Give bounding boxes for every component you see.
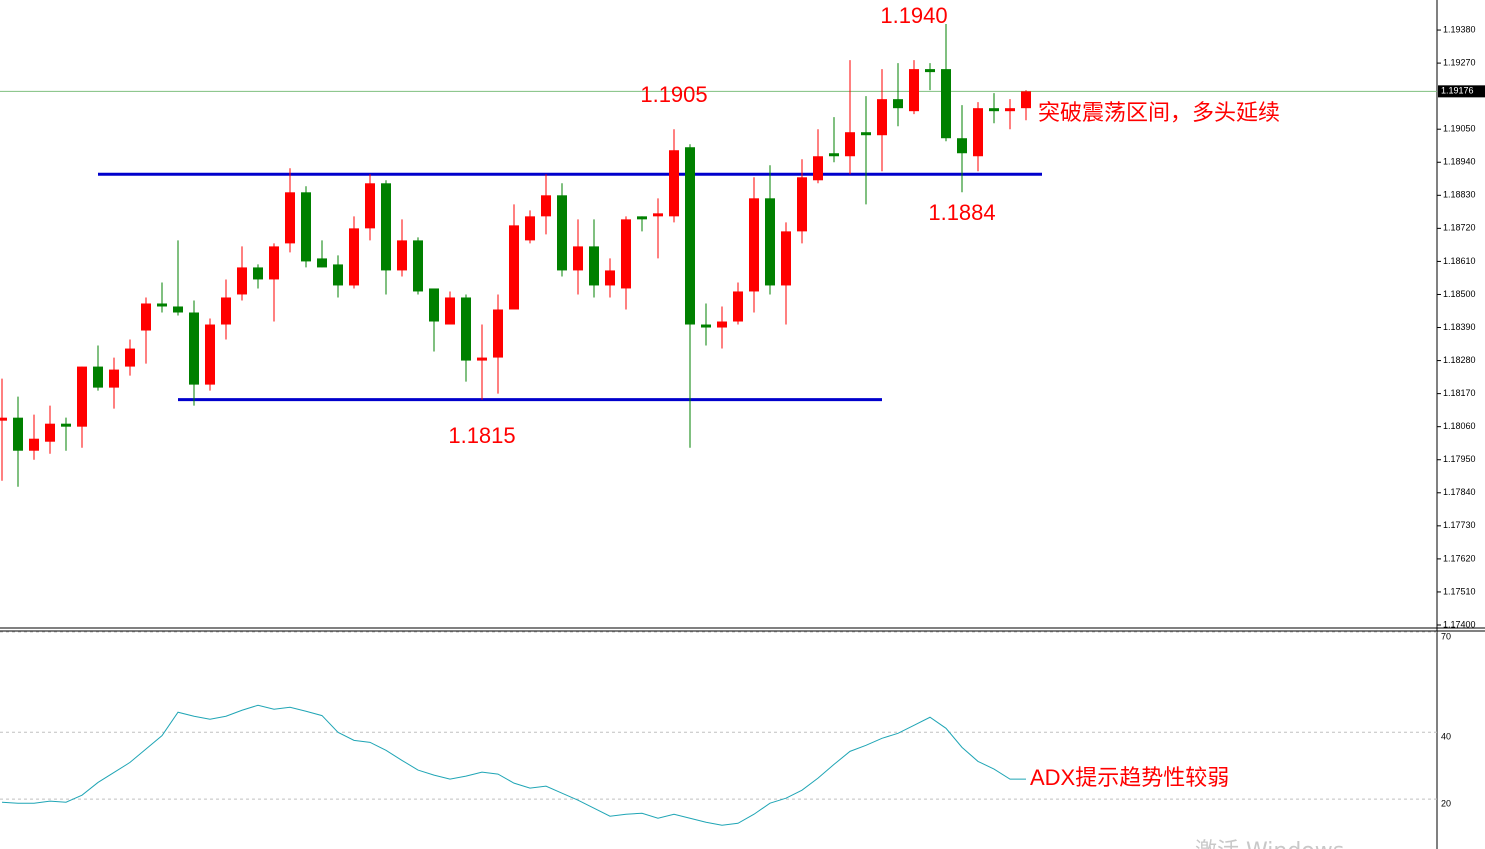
candle-body	[205, 324, 215, 385]
annotation: 1.1940	[880, 3, 947, 28]
candle-body	[269, 246, 279, 280]
candle-body	[685, 147, 695, 325]
candle-body	[381, 183, 391, 271]
candle-body	[93, 366, 103, 388]
candle-body	[781, 231, 791, 286]
candle-body	[77, 366, 87, 427]
candle-body	[717, 321, 727, 328]
last-price-box	[1438, 85, 1485, 98]
y-tick-label: 1.17510	[1443, 586, 1476, 596]
candle-body	[301, 192, 311, 262]
candle-body	[173, 306, 183, 313]
candle-body	[941, 69, 951, 139]
y-tick-label: 1.18060	[1443, 421, 1476, 431]
candle-body	[797, 177, 807, 232]
candle-body	[349, 228, 359, 286]
annotation: 突破震荡区间，多头延续	[1038, 100, 1280, 125]
candle-body	[141, 303, 151, 331]
y-tick-label: 1.18940	[1443, 157, 1476, 167]
candle-body	[189, 312, 199, 385]
candle-body	[1021, 91, 1031, 109]
candle-body	[365, 183, 375, 229]
annotation: ADX提示趋势性较弱	[1030, 765, 1229, 790]
y-tick-label: 1.18830	[1443, 190, 1476, 200]
candle-body	[525, 216, 535, 241]
y-tick-label: 1.19270	[1443, 57, 1476, 67]
y-tick-label: 1.19380	[1443, 24, 1476, 34]
y-tick-label: 1.18610	[1443, 256, 1476, 266]
last-price-label: 1.19176	[1441, 86, 1474, 96]
candle-body	[461, 297, 471, 361]
candle-body	[285, 192, 295, 244]
candle-body	[413, 240, 423, 292]
candle-body	[109, 369, 119, 388]
candle-body	[45, 423, 55, 442]
annotation: 1.1815	[448, 423, 515, 448]
candle-body	[509, 225, 519, 310]
candle-body	[909, 69, 919, 112]
candle-body	[893, 99, 903, 109]
candle-body	[397, 240, 407, 271]
y-tick-label: 1.18170	[1443, 388, 1476, 398]
candle-body	[589, 246, 599, 286]
y-tick-label: 1.17840	[1443, 487, 1476, 497]
candle-body	[733, 291, 743, 322]
y-tick-label: 1.18720	[1443, 223, 1476, 233]
candle-body	[317, 258, 327, 268]
candle-body	[333, 264, 343, 286]
candle-body	[957, 138, 967, 154]
candle-body	[221, 297, 231, 325]
y-tick-label: 40	[1441, 732, 1451, 742]
y-tick-label: 1.18280	[1443, 355, 1476, 365]
candle-body	[701, 324, 711, 328]
candle-body	[765, 198, 775, 286]
candle-body	[621, 219, 631, 289]
candle-body	[861, 132, 871, 136]
y-tick-label: 1.18500	[1443, 289, 1476, 299]
y-tick-label: 1.17730	[1443, 520, 1476, 530]
y-tick-label: 70	[1441, 631, 1451, 641]
candle-body	[29, 438, 39, 451]
candle-body	[493, 309, 503, 358]
candle-body	[13, 417, 23, 451]
adx-line	[1, 704, 1026, 826]
candle-body	[749, 198, 759, 292]
candle-body	[573, 246, 583, 271]
y-tick-label: 1.17620	[1443, 553, 1476, 563]
candle-body	[541, 195, 551, 217]
annotation: 1.1905	[640, 82, 707, 107]
y-tick-label: 1.18390	[1443, 322, 1476, 332]
candle-body	[0, 417, 7, 421]
candle-body	[477, 357, 487, 361]
candle-body	[925, 69, 935, 73]
candle-body	[669, 150, 679, 217]
candle-body	[125, 348, 135, 367]
candle-body	[605, 270, 615, 286]
y-tick-label: 1.17400	[1443, 619, 1476, 629]
candle-body	[989, 108, 999, 112]
candle-body	[637, 216, 647, 220]
candle-body	[829, 153, 839, 157]
candle-body	[1005, 108, 1015, 112]
candle-body	[429, 288, 439, 322]
candle-body	[973, 108, 983, 157]
candle-body	[557, 195, 567, 271]
candle-body	[445, 297, 455, 325]
candle-body	[61, 423, 71, 427]
candle-body	[253, 267, 263, 280]
candle-body	[237, 267, 247, 295]
y-tick-label: 1.19050	[1443, 124, 1476, 134]
watermark: 激活 Windows	[1195, 839, 1344, 849]
candle-body	[845, 132, 855, 157]
y-tick-label: 1.17950	[1443, 454, 1476, 464]
y-tick-label: 20	[1441, 799, 1451, 809]
candle-body	[813, 156, 823, 181]
candle-body	[653, 213, 663, 217]
candle-body	[157, 303, 167, 307]
candle-body	[877, 99, 887, 136]
annotation: 1.1884	[928, 200, 995, 225]
